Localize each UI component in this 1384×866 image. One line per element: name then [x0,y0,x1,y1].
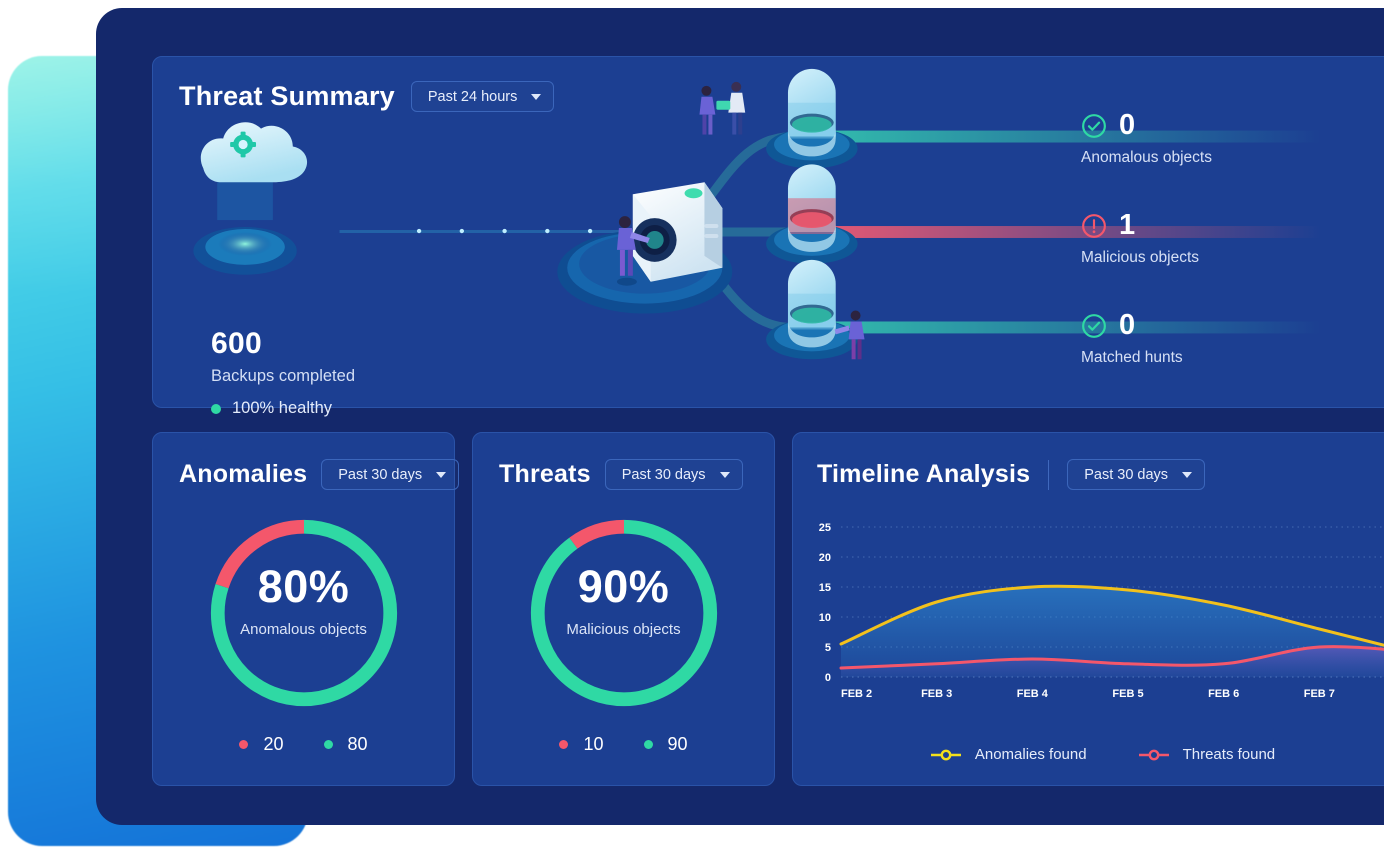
y-axis-tick-label: 25 [819,522,831,534]
timeline-analysis-panel: Timeline Analysis Past 30 days 0 5 10 15 20 2… [792,432,1384,786]
legend-item: 20 [239,734,284,755]
legend-value: 20 [263,734,284,754]
chevron-down-icon [436,471,447,478]
alert-circle-icon [1082,213,1106,238]
anomalies-title: Anomalies [179,460,308,488]
anomalies-range-value: Past 30 days [338,466,423,483]
legend-value: 90 [667,734,688,754]
threats-caption: Malicious objects [566,621,681,638]
anomalies-header: Anomalies Past 30 days [179,459,460,490]
legend-line-marker-icon [930,749,961,760]
stat-label: Malicious objects [1081,249,1200,266]
x-axis-tick-label: FEB 5 [1112,688,1143,700]
threat-summary-range-value: Past 24 hours [427,88,518,105]
threats-range-dropdown[interactable]: Past 30 days [604,459,743,490]
timeline-range-value: Past 30 days [1084,466,1169,483]
legend-item-threats: Threats found [1138,746,1276,763]
series-area-0 [841,586,1384,677]
chevron-down-icon [1182,471,1193,478]
stat-value: 1 [1119,209,1136,241]
stat-matched-hunts: 0 Matched hunts [1081,311,1311,367]
series-line-1 [839,645,1384,670]
stat-value: 0 [1119,309,1136,341]
backups-count: 600 [211,327,262,360]
legend-item: 80 [323,734,368,755]
legend-item: 90 [643,734,688,755]
timeline-area-chart: 0 5 10 15 20 25 FEB 2 FEB 3 FEB 4 FEB 5 FEB 6 FEB 7… [819,522,1384,700]
silo-container-top [699,68,858,169]
legend-dot-green [643,740,653,749]
stat-value: 0 [1119,109,1136,141]
silo-container-bottom [766,259,865,360]
legend-dot-green [323,740,333,749]
y-axis-tick-label: 5 [825,642,831,654]
y-axis-tick-label: 0 [825,672,831,684]
backups-health: 100% healthy [211,399,355,418]
y-axis-tick-label: 10 [819,612,831,624]
donut-segment-malicious [530,519,717,707]
timeline-legend: Anomalies found Threats found [793,746,1384,763]
x-axis-tick-label: FEB 7 [1304,688,1335,700]
stat-label: Matched hunts [1081,349,1183,366]
backups-label: Backups completed [211,367,355,385]
timeline-range-dropdown[interactable]: Past 30 days [1067,459,1206,490]
donut-segment-anomalous [210,519,397,707]
threat-stats-list: 0 Anomalous objects 1 Malicious objects [1081,111,1311,411]
chevron-down-icon [719,471,730,478]
anomalies-donut-center: 80% Anomalous objects [153,561,454,638]
anomalies-percent: 80% [257,561,350,612]
x-axis-tick-label: FEB 4 [1017,688,1049,700]
legend-label: Anomalies found [974,746,1087,763]
timeline-header: Timeline Analysis Past 30 days [817,459,1206,490]
legend-item-anomalies: Anomalies found [930,746,1087,763]
cloud-icon [193,122,308,275]
threat-summary-panel: Threat Summary Past 24 hours 600 Backups… [152,56,1384,417]
anomalies-panel: Anomalies Past 30 days 80% Anomalous obj… [152,432,460,786]
timeline-title: Timeline Analysis [817,460,1031,488]
threats-legend: 10 90 [473,734,774,755]
threats-donut-center: 90% Malicious objects [473,561,774,638]
app-card: Threat Summary Past 24 hours 600 Backups… [96,8,1384,825]
silo-container-middle [766,164,858,264]
check-circle-icon [1082,113,1106,138]
y-axis-tick-label: 15 [819,582,831,594]
x-axis-tick-label: FEB 3 [921,688,952,700]
anomalies-legend: 20 80 [153,734,454,755]
legend-line-marker-icon [1138,749,1169,760]
threats-title: Threats [499,460,591,488]
x-axis-tick-label: FEB 6 [1208,688,1239,700]
threat-summary-header: Threat Summary Past 24 hours [179,81,555,112]
health-status-label: 100% healthy [232,399,332,417]
anomalies-donut-chart [153,515,454,711]
threats-range-value: Past 30 days [621,466,706,483]
header-divider [1048,459,1050,490]
check-circle-icon [1082,313,1106,338]
anomalies-range-dropdown[interactable]: Past 30 days [321,459,460,490]
stat-malicious-objects: 1 Malicious objects [1081,211,1311,267]
chevron-down-icon [531,93,542,100]
page-title: Threat Summary [179,81,395,111]
x-axis-tick-label: FEB 2 [841,688,872,700]
legend-value: 10 [583,734,604,754]
threats-header: Threats Past 30 days [499,459,743,490]
threats-donut-chart [473,515,774,711]
health-status-dot [211,403,221,414]
legend-item: 10 [559,734,604,755]
series-area-1 [841,646,1384,677]
threats-percent: 90% [577,561,670,612]
legend-label: Threats found [1182,746,1276,763]
legend-dot-red [239,740,249,749]
threat-summary-range-dropdown[interactable]: Past 24 hours [410,81,555,112]
stat-label: Anomalous objects [1081,149,1212,166]
scanner-device-icon [557,182,733,314]
legend-value: 80 [347,734,368,754]
anomalies-caption: Anomalous objects [240,621,367,638]
threats-panel: Threats Past 30 days 90% Malicious objec… [472,432,775,786]
y-axis-tick-label: 20 [819,552,831,564]
series-line-0 [839,584,1384,647]
backups-summary: 600 Backups completed 100% healthy [211,327,355,418]
legend-dot-red [559,740,569,749]
stat-anomalous-objects: 0 Anomalous objects [1081,111,1311,167]
